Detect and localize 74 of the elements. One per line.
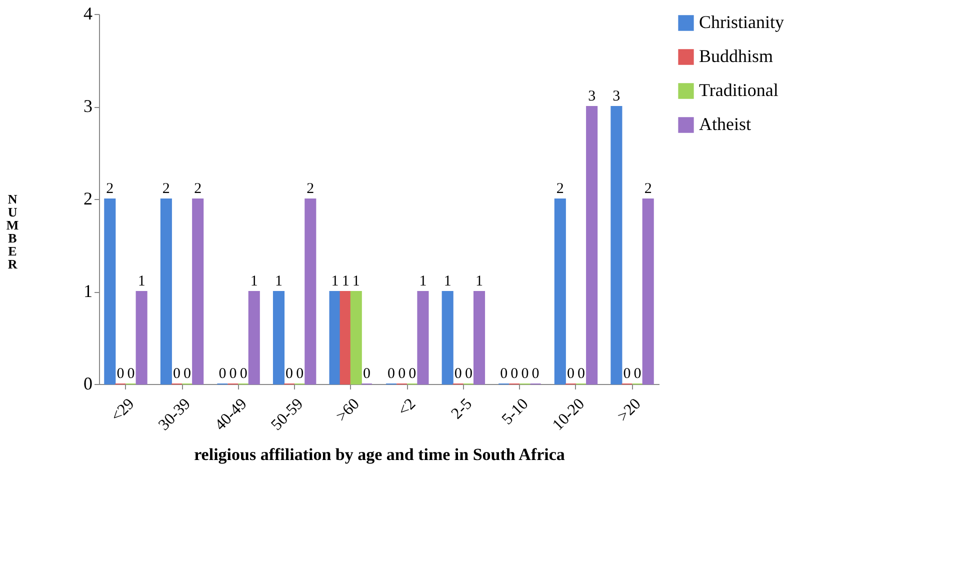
data-label: 0: [240, 366, 248, 382]
data-label: 1: [138, 274, 146, 290]
data-label: 0: [172, 366, 180, 382]
data-label: 0: [634, 366, 642, 382]
bar: [192, 198, 204, 384]
x-tick-label: 2-5: [448, 396, 476, 423]
x-tick-label: 5-10: [498, 396, 532, 428]
data-label: 0: [218, 366, 226, 382]
bar: [160, 198, 172, 384]
bar: [417, 291, 429, 384]
bar: [642, 198, 654, 384]
data-label: 2: [644, 181, 652, 197]
x-tick-label: <29: [108, 396, 138, 426]
bar: [136, 291, 148, 384]
bar: [586, 106, 598, 384]
data-label: 1: [275, 274, 282, 290]
legend-label: Buddhism: [699, 46, 774, 66]
y-tick-label: 3: [84, 96, 92, 116]
data-label: 2: [162, 181, 170, 197]
data-label: 3: [588, 88, 596, 104]
bar: [329, 291, 341, 384]
x-tick-label: <2: [395, 396, 420, 420]
bar: [340, 291, 352, 384]
x-tick-label: >20: [614, 396, 644, 426]
data-label: 0: [116, 366, 124, 382]
y-tick-label: 0: [84, 374, 92, 394]
data-label: 1: [352, 274, 360, 290]
data-label: 1: [419, 274, 427, 290]
data-label: 0: [566, 366, 574, 382]
bar: [304, 198, 316, 384]
data-label: 0: [464, 366, 472, 382]
data-label: 0: [127, 366, 135, 382]
data-label: 2: [556, 181, 564, 197]
bar: [272, 291, 285, 384]
data-label: 2: [194, 181, 202, 197]
y-tick-label: 2: [84, 188, 92, 208]
data-label: 0: [398, 366, 406, 382]
data-label: 1: [342, 274, 350, 290]
legend-label: Traditional: [699, 80, 778, 100]
data-label: 2: [306, 181, 314, 197]
data-label: 0: [184, 366, 192, 382]
bar: [610, 106, 622, 384]
legend-label: Christianity: [699, 12, 784, 32]
data-label: 0: [229, 366, 237, 382]
data-label: 0: [578, 366, 586, 382]
x-tick-label: >60: [333, 396, 363, 426]
data-label: 3: [612, 88, 620, 104]
data-label: 0: [362, 366, 370, 382]
y-tick-label: 1: [84, 281, 92, 301]
data-label: 0: [510, 366, 518, 382]
data-label: 0: [296, 366, 304, 382]
x-axis-title: religious affiliation by age and time in South Africa: [194, 445, 566, 464]
data-label: 1: [250, 274, 258, 290]
data-label: 0: [388, 366, 396, 382]
data-label: 1: [444, 274, 452, 290]
bar: [554, 198, 566, 384]
bar: [442, 291, 454, 384]
data-label: 1: [331, 274, 339, 290]
y-tick-label: 4: [84, 4, 92, 24]
y-axis-title: NUMBER: [6, 192, 19, 272]
data-label: 0: [623, 366, 631, 382]
bar: [350, 291, 362, 384]
bar: [248, 291, 260, 384]
data-label: 0: [408, 366, 416, 382]
data-label: 0: [532, 366, 540, 382]
data-label: 0: [286, 366, 294, 382]
data-label: 0: [521, 366, 529, 382]
legend-label: Atheist: [699, 114, 751, 134]
bar: [104, 198, 116, 384]
bar: [473, 291, 486, 384]
data-label: 1: [476, 274, 483, 290]
data-label: 0: [500, 366, 508, 382]
data-label: 0: [454, 366, 462, 382]
data-label: 2: [106, 181, 114, 197]
